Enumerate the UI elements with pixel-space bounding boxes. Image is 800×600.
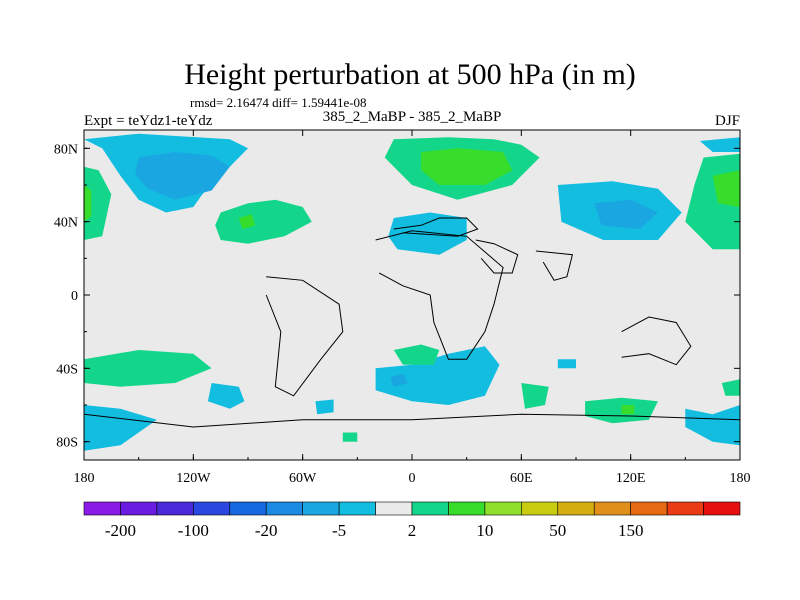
x-tick-label: 180	[74, 471, 95, 486]
contour-region-siberia-blue	[594, 199, 658, 229]
coastline-mediterranean	[393, 217, 479, 237]
colorbar-swatch	[193, 501, 231, 516]
x-tick-label: 0	[409, 471, 416, 486]
colorbar-swatch	[666, 501, 704, 516]
colorbar-swatch	[156, 501, 194, 516]
colorbar-swatch	[83, 501, 121, 516]
y-tick-label: 80N	[54, 142, 78, 157]
subtitle-center: 385_2_MaBP - 385_2_MaBP	[323, 109, 502, 125]
contour-region-s-atlantic-cyan	[207, 383, 245, 409]
colorbar-label: 2	[408, 521, 417, 540]
contour-region-nw-pacific-blue	[135, 152, 230, 200]
contour-region-n-europe-green-core	[421, 148, 513, 185]
colorbar: -200 -100 -20 -5 2 10 50 150	[83, 501, 741, 540]
coastline-antarctica	[84, 413, 740, 428]
contour-region-s-africa-cyan	[375, 346, 500, 405]
contour-region-mediterranean-cyan	[388, 212, 467, 255]
contour-region-s-africa-green	[393, 344, 440, 365]
y-tick-label: 40S	[56, 362, 78, 377]
coastline-south-america	[265, 276, 344, 397]
colorbar-swatch	[120, 501, 158, 516]
colorbar-label: 150	[618, 521, 644, 540]
label-left: Expt = teYdz1-teYdz	[84, 113, 213, 129]
colorbar-label: -20	[255, 521, 278, 540]
colorbar-swatch	[703, 501, 741, 516]
contour-region-west-atlantic-green	[84, 166, 112, 240]
contour-region-s-indian-green-core	[621, 405, 635, 415]
x-tick-label: 60E	[510, 471, 533, 486]
colorbar-swatch	[302, 501, 340, 516]
contour-region-se-pacific-cyan	[685, 405, 740, 446]
colorbar-label: -100	[178, 521, 209, 540]
contour-region-australia-cyan	[557, 359, 576, 369]
colorbar-swatch	[338, 501, 376, 516]
contour-region-west-atlantic-green-core	[84, 185, 92, 222]
contour-region-far-right-green	[721, 379, 740, 396]
contour-region-s-indian-green-2	[585, 397, 658, 424]
coastline-arabia	[475, 239, 519, 274]
x-axis: 180 120W 60W 0 60E 120E 180	[74, 130, 751, 486]
contour-region-n-pacific-green	[215, 199, 312, 244]
chart-title: Height perturbation at 500 hPa (in m)	[184, 58, 636, 91]
x-tick-label: 60W	[289, 471, 317, 486]
colorbar-label: 50	[549, 521, 566, 540]
contour-region-s-indian-green	[521, 383, 549, 409]
colorbar-swatch	[557, 501, 595, 516]
colorbar-swatch	[411, 501, 449, 516]
coastline-australia	[621, 316, 692, 366]
colorbar-label: -5	[332, 521, 346, 540]
stats-text: rmsd= 2.16474 diff= 1.59441e-08	[190, 95, 367, 110]
contour-region-n-america-green-core	[712, 170, 740, 207]
contour-region-s-africa-blue	[390, 373, 409, 387]
coastline-india	[535, 250, 574, 281]
y-axis: 80N 40N 0 40S 80S	[54, 142, 740, 451]
y-tick-label: 80S	[56, 436, 78, 451]
coastline-layer	[84, 217, 740, 428]
map-panel: 180 120W 60W 0 60E 120E 180 80N 40N 0 40S 80S	[54, 129, 751, 486]
contour-region-s-america-cyan	[315, 399, 334, 415]
colorbar-swatch	[448, 501, 486, 516]
colorbar-label: -200	[105, 521, 136, 540]
x-tick-label: 180	[730, 471, 751, 486]
colorbar-swatch	[229, 501, 267, 516]
contour-fill-layer	[84, 133, 740, 451]
colorbar-swatch	[375, 501, 413, 516]
contour-region-sw-pacific-green	[84, 350, 212, 387]
colorbar-swatch	[265, 501, 303, 516]
colorbar-swatch	[630, 501, 668, 516]
x-tick-label: 120W	[176, 471, 211, 486]
contour-region-south-green	[342, 432, 358, 442]
x-tick-label: 120E	[616, 471, 646, 486]
colorbar-swatch	[593, 501, 631, 516]
colorbar-swatch	[521, 501, 559, 516]
y-tick-label: 0	[71, 289, 78, 304]
colorbar-swatch	[484, 501, 522, 516]
contour-region-arctic-cyan-right	[699, 137, 740, 152]
y-tick-label: 40N	[54, 216, 78, 231]
colorbar-label: 10	[476, 521, 493, 540]
coastline-africa	[375, 230, 504, 360]
label-right: DJF	[715, 113, 740, 129]
contour-region-n-pacific-green-core	[238, 214, 256, 229]
